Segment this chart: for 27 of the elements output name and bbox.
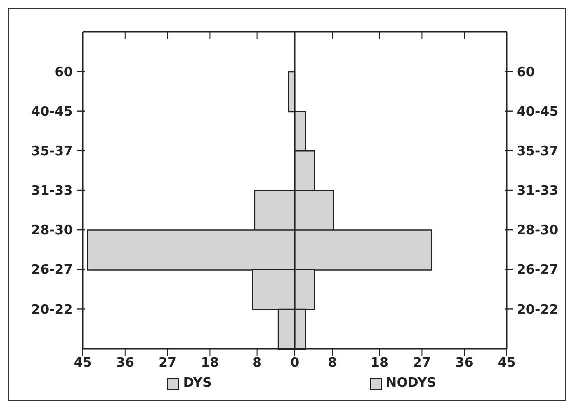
y-tick-label: 20-22 xyxy=(31,302,73,318)
x-tick-label: 36 xyxy=(116,356,134,372)
legend-label: NODYS xyxy=(386,376,437,391)
x-tick-label: 27 xyxy=(158,356,177,372)
x-tick-label: 18 xyxy=(201,356,220,372)
y-tick-label: 35-37 xyxy=(31,144,73,160)
x-tick-label: 45 xyxy=(74,356,92,372)
x-tick-label: 45 xyxy=(498,356,516,372)
x-tick-label: 8 xyxy=(328,356,338,372)
legend-label: DYS xyxy=(183,376,212,391)
category-label: 60 xyxy=(517,65,536,80)
x-tick-label: 36 xyxy=(456,356,474,372)
y-tick-label: 40-45 xyxy=(31,104,73,120)
category-label: 26-27 xyxy=(517,263,559,278)
category-label: 28-30 xyxy=(517,224,559,239)
y-tick-label: 60 xyxy=(54,65,73,80)
category-label: 35-37 xyxy=(517,144,559,160)
y-tick-label: 31-33 xyxy=(31,184,73,200)
y-tick-label: 28-30 xyxy=(31,224,73,239)
x-tick-label: 27 xyxy=(413,356,432,372)
x-tick-label: 8 xyxy=(252,356,262,372)
category-label: 31-33 xyxy=(517,184,559,200)
category-label: 40-45 xyxy=(517,104,559,120)
y-tick-label: 26-27 xyxy=(31,263,73,278)
category-label: 20-22 xyxy=(517,302,559,318)
x-tick-label: 18 xyxy=(370,356,389,372)
x-tick-label: 0 xyxy=(290,356,300,372)
